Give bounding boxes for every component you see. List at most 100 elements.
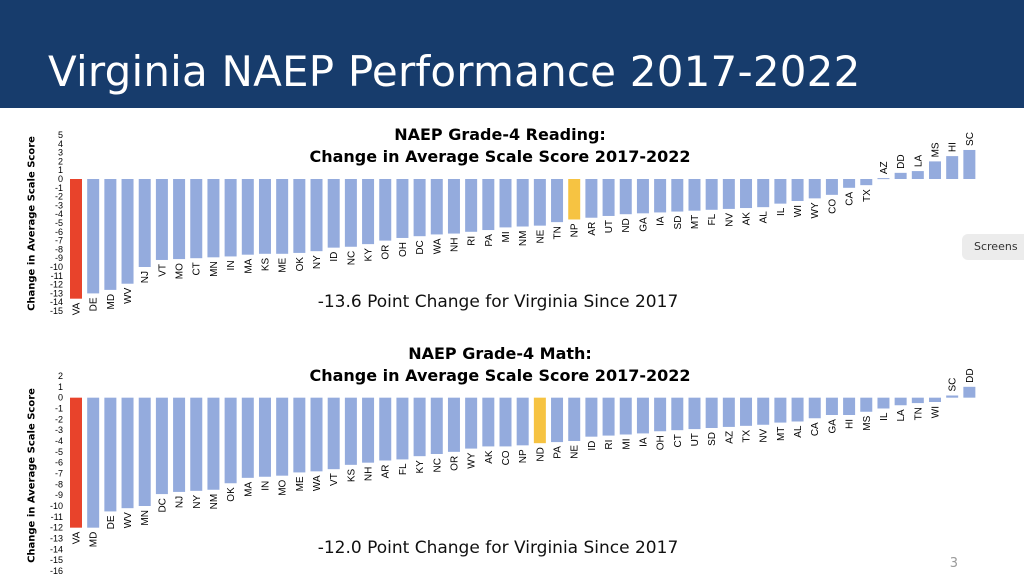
reading-bar-me <box>276 179 289 254</box>
slide-title: Virginia NAEP Performance 2017-2022 <box>48 47 861 96</box>
reading-bar-or <box>379 179 392 241</box>
math-bar-wv <box>121 397 134 509</box>
math-category-label: TN <box>913 407 924 420</box>
math-chart-title-line2: Change in Average Scale Score 2017-2022 <box>309 366 691 385</box>
math-bar-oh <box>654 397 667 432</box>
math-bar-il <box>877 397 890 409</box>
reading-y-tick-label: 3 <box>58 148 63 158</box>
math-bar-in <box>258 397 271 477</box>
reading-bar-ca <box>843 179 856 188</box>
math-bar-ms <box>860 397 873 412</box>
reading-bar-pa <box>482 179 495 231</box>
math-bar-ct <box>671 397 684 431</box>
reading-bar-ky <box>362 179 375 245</box>
reading-category-label: VT <box>157 264 168 277</box>
math-bar-tx <box>740 397 753 426</box>
math-y-tick-label: 2 <box>58 371 63 381</box>
reading-category-label: IL <box>776 207 787 216</box>
reading-category-label: MT <box>690 215 701 229</box>
reading-category-label: TN <box>553 226 564 239</box>
math-bar-ut <box>688 397 701 430</box>
math-bar-mi <box>619 397 632 435</box>
math-category-label: ME <box>295 476 306 491</box>
math-category-label: NY <box>192 495 203 509</box>
reading-category-label: WV <box>123 287 134 303</box>
reading-bar-de <box>87 179 100 294</box>
math-bar-ma <box>241 397 254 478</box>
reading-category-label: NV <box>724 213 735 227</box>
math-bar-wi <box>929 397 941 402</box>
screenshot-tag[interactable]: Screens <box>962 234 1024 260</box>
reading-y-tick-label: -8 <box>55 244 63 254</box>
reading-bar-in <box>224 179 237 257</box>
reading-category-label: MO <box>175 263 186 279</box>
math-y-tick-label: -9 <box>55 490 63 500</box>
page-number: 3 <box>949 556 958 571</box>
reading-category-label: MN <box>209 261 220 277</box>
reading-category-label: NJ <box>140 271 151 283</box>
math-category-label: UT <box>690 433 701 446</box>
math-category-label: GA <box>827 419 838 434</box>
reading-category-label: LA <box>913 155 924 168</box>
reading-bar-ar <box>585 179 598 218</box>
reading-y-tick-label: 1 <box>58 165 63 175</box>
math-y-tick-label: -12 <box>50 523 63 533</box>
math-bar-ca <box>808 397 821 419</box>
math-category-label: IN <box>260 481 271 491</box>
math-category-label: LA <box>896 409 907 422</box>
math-category-label: NV <box>759 428 770 442</box>
reading-bar-la <box>911 171 924 179</box>
reading-category-label: MA <box>243 258 254 273</box>
reading-bar-ny <box>310 179 323 252</box>
math-category-label: VA <box>72 531 83 544</box>
reading-y-tick-label: 2 <box>58 156 63 166</box>
reading-bar-vt <box>155 179 168 260</box>
math-chart-title-line1: NAEP Grade-4 Math: <box>408 344 592 363</box>
reading-bar-dd <box>894 172 907 179</box>
math-caption: -12.0 Point Change for Virginia Since 20… <box>317 538 679 558</box>
reading-bar-dc <box>413 179 426 237</box>
reading-category-label: AR <box>587 222 598 236</box>
reading-caption: -13.6 Point Change for Virginia Since 20… <box>317 292 679 312</box>
math-y-tick-label: -15 <box>50 555 63 565</box>
math-category-label: NJ <box>175 496 186 508</box>
reading-category-label: OH <box>398 242 409 257</box>
reading-category-label: KS <box>260 257 271 271</box>
reading-category-label: VA <box>72 302 83 315</box>
reading-bar-nc <box>344 179 357 247</box>
math-bar-la <box>894 397 907 406</box>
reading-bar-hi <box>946 156 959 179</box>
reading-y-tick-label: -12 <box>50 280 63 290</box>
math-bar-ak <box>482 397 495 447</box>
reading-bar-il <box>774 179 787 204</box>
math-y-tick-label: -8 <box>55 479 63 489</box>
math-category-label: MN <box>140 510 151 526</box>
math-category-label: IA <box>638 437 649 447</box>
math-bar-pa <box>551 397 564 443</box>
math-category-label: CT <box>673 434 684 447</box>
math-bar-ky <box>413 397 426 457</box>
reading-y-tick-label: 0 <box>58 174 63 184</box>
math-category-label: RI <box>604 440 615 450</box>
math-bar-nj <box>173 397 186 492</box>
reading-y-tick-label: -15 <box>50 306 63 316</box>
reading-bar-az <box>877 178 890 180</box>
reading-category-label: OR <box>381 245 392 260</box>
reading-bar-nd <box>619 179 632 215</box>
math-category-label: WA <box>312 475 323 491</box>
reading-category-label: NH <box>449 238 460 252</box>
reading-bar-ct <box>190 179 203 259</box>
reading-category-label: AK <box>742 212 753 226</box>
math-category-label: HI <box>845 419 856 429</box>
math-bar-tn <box>911 397 924 404</box>
math-category-label: AZ <box>724 431 735 444</box>
reading-bar-ne <box>533 179 546 226</box>
reading-bar-ak <box>740 179 753 209</box>
math-bar-me <box>293 397 306 473</box>
math-bar-nd <box>533 397 546 444</box>
math-y-tick-label: -6 <box>55 458 63 468</box>
reading-y-tick-label: -4 <box>55 209 63 219</box>
reading-y-tick-label: 5 <box>58 130 63 140</box>
reading-category-label: MI <box>501 231 512 242</box>
